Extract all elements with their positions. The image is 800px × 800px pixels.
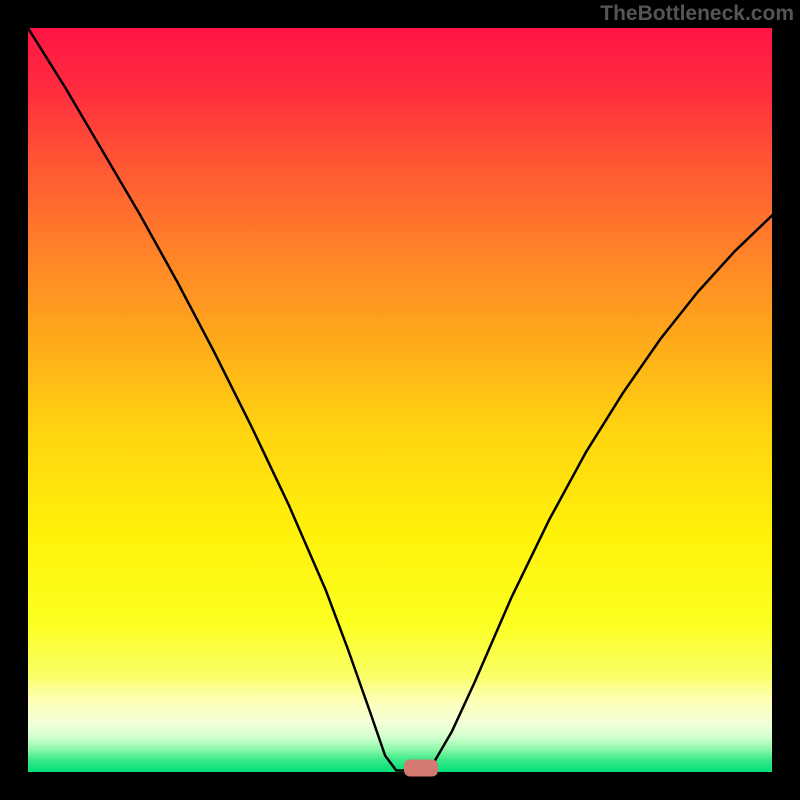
plot-region <box>28 28 772 772</box>
optimum-marker <box>404 759 438 776</box>
chart-container: TheBottleneck.com <box>0 0 800 800</box>
gradient-background <box>28 28 772 772</box>
watermark-text: TheBottleneck.com <box>600 2 794 26</box>
